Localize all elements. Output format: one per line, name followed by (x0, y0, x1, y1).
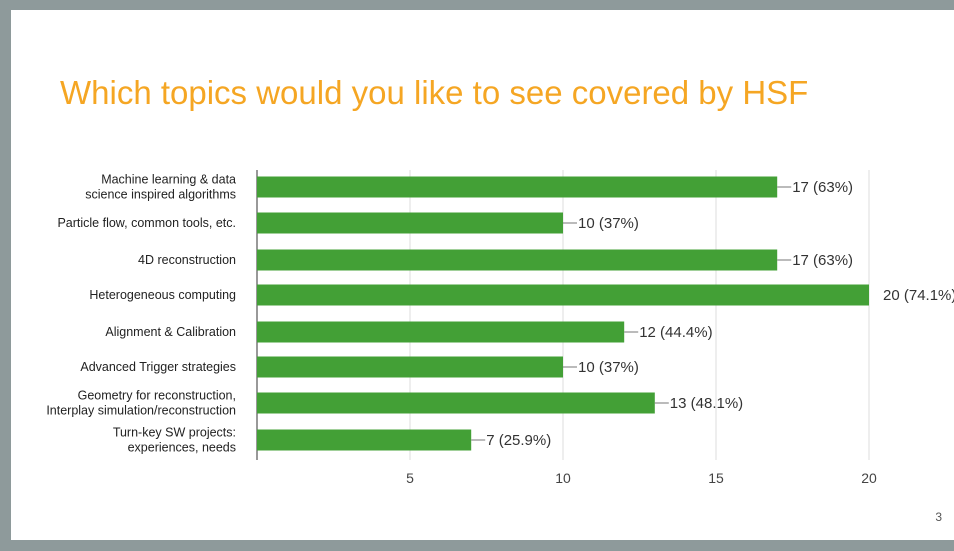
page-number: 3 (935, 510, 942, 524)
category-label: 4D reconstruction (138, 253, 236, 267)
slide: Which topics would you like to see cover… (11, 10, 954, 540)
data-label: 7 (25.9%) (486, 432, 551, 449)
x-tick-label: 5 (406, 470, 414, 486)
category-label: Geometry for reconstruction, (78, 389, 236, 403)
bar (257, 177, 777, 198)
data-label: 20 (74.1%) (883, 287, 954, 304)
bar (257, 285, 869, 306)
category-label: Particle flow, common tools, etc. (57, 216, 236, 230)
bar (257, 430, 471, 451)
bar-chart: 5 10 15 20 17 (63%) Machine learning & datasc… (11, 10, 954, 540)
category-label: Machine learning & data (101, 173, 236, 187)
category-label: science inspired algorithms (85, 188, 236, 202)
category-label: Interplay simulation/reconstruction (46, 404, 236, 418)
bar (257, 213, 563, 234)
bar (257, 357, 563, 378)
data-label: 17 (63%) (792, 179, 853, 196)
category-label: Turn-key SW projects: (113, 426, 236, 440)
category-label: Advanced Trigger strategies (80, 360, 236, 374)
bar (257, 393, 655, 414)
category-label: Heterogeneous computing (89, 288, 236, 302)
category-label: experiences, needs (128, 441, 236, 455)
data-label: 13 (48.1%) (670, 395, 743, 412)
data-label: 10 (37%) (578, 215, 639, 232)
x-tick-label: 15 (708, 470, 724, 486)
data-label: 10 (37%) (578, 359, 639, 376)
bar (257, 322, 624, 343)
data-label: 12 (44.4%) (639, 324, 712, 341)
category-label: Alignment & Calibration (105, 325, 236, 339)
x-tick-label: 20 (861, 470, 877, 486)
data-label: 17 (63%) (792, 252, 853, 269)
bar (257, 250, 777, 271)
x-tick-label: 10 (555, 470, 571, 486)
